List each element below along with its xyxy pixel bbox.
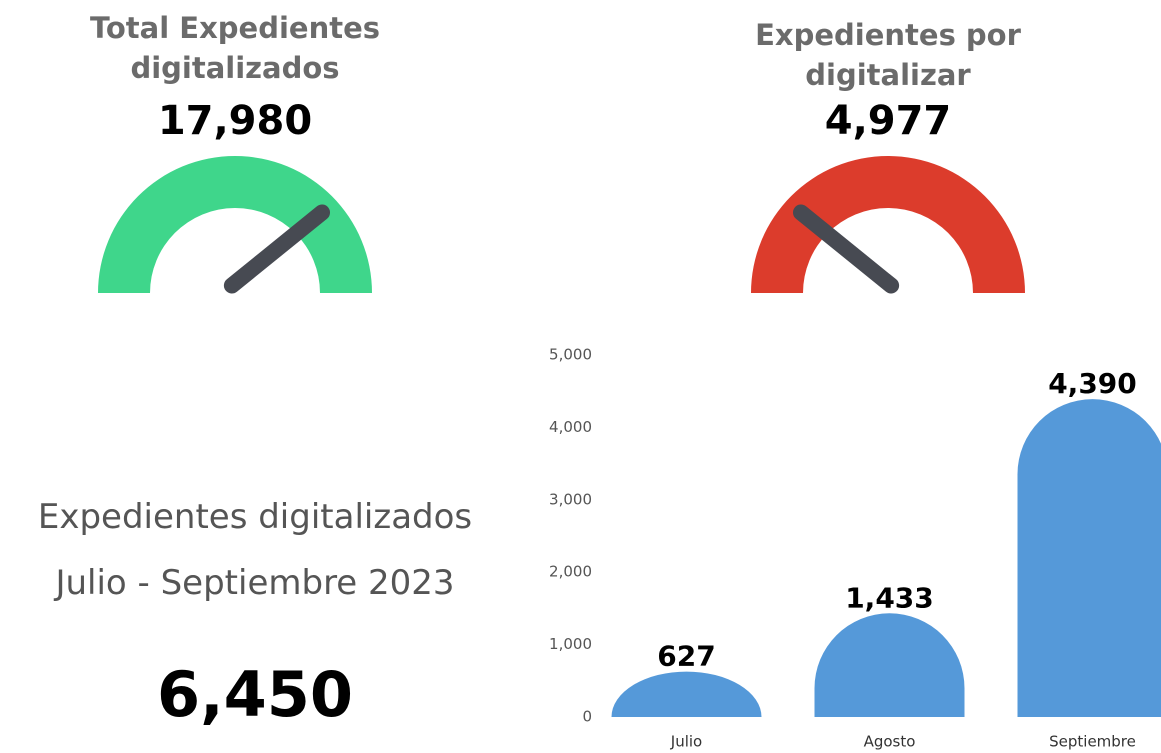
gauge-arc: [98, 156, 372, 293]
x-tick-label: Julio: [670, 733, 702, 751]
bar: [1017, 399, 1161, 717]
y-tick-label: 4,000: [549, 418, 592, 436]
y-tick-label: 0: [582, 708, 592, 726]
y-tick-label: 3,000: [549, 490, 592, 508]
data-label: 1,433: [845, 581, 934, 614]
gauge-needle: [792, 204, 900, 294]
gauge-title: Expedientes por digitalizar: [755, 18, 1021, 92]
gauge-value: 17,980: [157, 98, 313, 144]
gauge-arc: [751, 156, 1025, 293]
gauge-needle: [223, 204, 331, 294]
summary-value: 6,450: [156, 658, 354, 731]
data-label: 627: [657, 640, 715, 673]
x-tick-label: Septiembre: [1049, 733, 1136, 751]
data-label: 4,390: [1048, 367, 1137, 400]
y-tick-label: 5,000: [549, 346, 592, 364]
y-tick-label: 1,000: [549, 635, 592, 653]
bar: [611, 671, 762, 717]
summary-subtitle: Julio - Septiembre 2023: [55, 563, 455, 603]
y-tick-label: 2,000: [549, 563, 592, 581]
bar: [814, 613, 965, 717]
gauge-title: Total Expedientes digitalizados: [89, 11, 381, 85]
summary-title: Expedientes digitalizados: [37, 497, 473, 537]
gauge-value: 4,977: [824, 98, 952, 144]
x-tick-label: Agosto: [864, 733, 916, 751]
